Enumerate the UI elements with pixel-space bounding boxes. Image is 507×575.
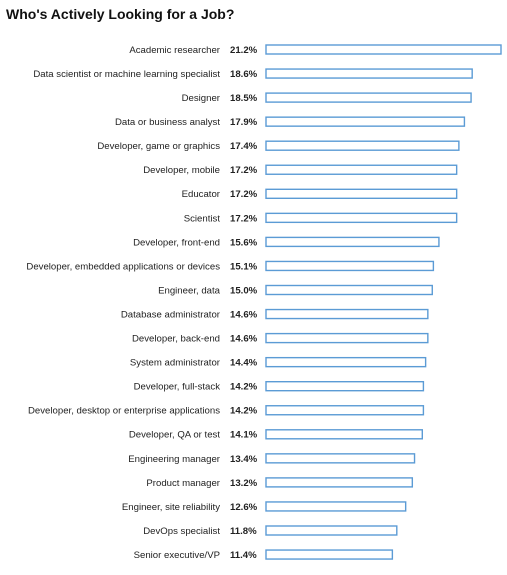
- category-label: Engineer, data: [158, 285, 221, 296]
- bar: [265, 453, 416, 464]
- value-label: 15.6%: [230, 237, 258, 248]
- category-label: System administrator: [130, 358, 221, 369]
- category-label: Developer, game or graphics: [97, 141, 220, 152]
- category-label: Developer, back-end: [132, 334, 220, 345]
- category-label: Data scientist or machine learning speci…: [33, 69, 220, 80]
- value-label: 17.4%: [230, 141, 258, 152]
- bar: [265, 92, 472, 103]
- category-label: Designer: [182, 93, 221, 104]
- bar: [265, 164, 458, 175]
- bar: [265, 116, 466, 127]
- bar: [265, 405, 425, 416]
- category-label: Engineer, site reliability: [122, 502, 220, 513]
- bar: [265, 308, 429, 320]
- bar: [265, 284, 433, 296]
- category-label: DevOps specialist: [143, 526, 220, 537]
- category-label: Senior executive/VP: [134, 550, 220, 561]
- value-label: 11.8%: [230, 526, 257, 537]
- category-label: Scientist: [184, 213, 221, 224]
- value-label: 14.4%: [230, 358, 258, 369]
- bar: [265, 477, 414, 488]
- bar: [265, 332, 429, 344]
- bar: [265, 188, 458, 200]
- bar: [265, 212, 458, 224]
- value-label: 12.6%: [230, 502, 258, 513]
- bar: [265, 236, 440, 248]
- category-label: Developer, mobile: [143, 165, 220, 176]
- value-label: 13.2%: [230, 478, 258, 489]
- category-label: Developer, embedded applications or devi…: [26, 261, 220, 272]
- bar: [265, 381, 425, 392]
- category-label: Developer, full-stack: [134, 382, 221, 393]
- category-label: Educator: [182, 189, 221, 200]
- bar: [265, 140, 460, 151]
- bar: [265, 501, 407, 512]
- category-label: Data or business analyst: [115, 117, 220, 128]
- value-label: 21.2%: [230, 45, 258, 56]
- bar: [265, 549, 394, 560]
- bar: [265, 260, 435, 272]
- bar: [265, 68, 473, 79]
- category-label: Developer, front-end: [133, 237, 220, 248]
- value-label: 17.2%: [230, 165, 258, 176]
- bar: [265, 429, 423, 440]
- value-label: 14.2%: [230, 382, 258, 393]
- category-label: Developer, QA or test: [129, 430, 221, 441]
- value-label: 15.1%: [230, 261, 258, 272]
- value-label: 17.9%: [230, 117, 258, 128]
- value-label: 14.6%: [230, 309, 258, 320]
- bar: [265, 525, 398, 536]
- category-label: Academic researcher: [129, 45, 220, 56]
- value-label: 18.6%: [230, 69, 258, 80]
- bar: [265, 356, 427, 368]
- value-label: 15.0%: [230, 285, 258, 296]
- value-label: 18.5%: [230, 93, 258, 104]
- value-label: 14.1%: [230, 430, 258, 441]
- value-label: 13.4%: [230, 454, 258, 465]
- chart-title: Who's Actively Looking for a Job?: [6, 6, 235, 22]
- category-label: Database administrator: [121, 309, 221, 320]
- category-label: Developer, desktop or enterprise applica…: [28, 406, 220, 417]
- value-label: 14.6%: [230, 334, 258, 345]
- value-label: 17.2%: [230, 189, 258, 200]
- value-label: 17.2%: [230, 213, 258, 224]
- value-label: 14.2%: [230, 406, 258, 417]
- value-label: 11.4%: [230, 550, 257, 561]
- bar: [265, 44, 502, 55]
- category-label: Engineering manager: [128, 454, 221, 465]
- category-label: Product manager: [146, 478, 220, 489]
